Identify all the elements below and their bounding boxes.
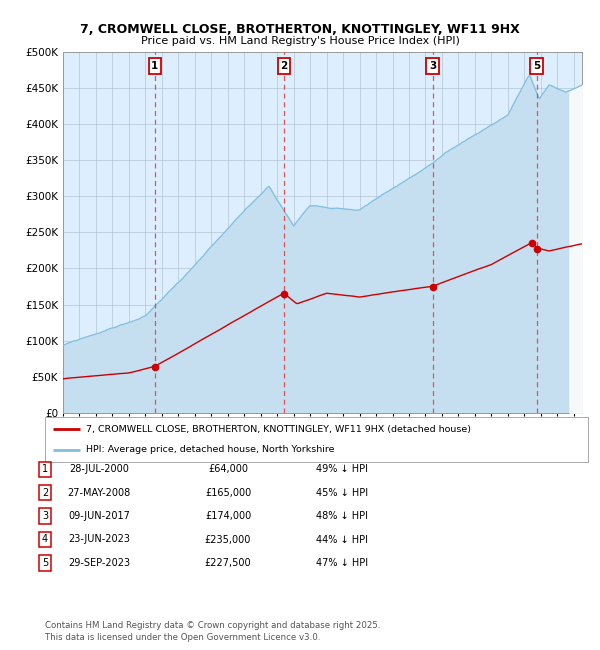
Text: 23-JUN-2023: 23-JUN-2023 bbox=[68, 534, 130, 545]
Text: HPI: Average price, detached house, North Yorkshire: HPI: Average price, detached house, Nort… bbox=[86, 445, 334, 454]
Text: 7, CROMWELL CLOSE, BROTHERTON, KNOTTINGLEY, WF11 9HX: 7, CROMWELL CLOSE, BROTHERTON, KNOTTINGL… bbox=[80, 23, 520, 36]
Text: 1: 1 bbox=[42, 464, 48, 474]
Text: 27-MAY-2008: 27-MAY-2008 bbox=[67, 488, 131, 498]
Text: 47% ↓ HPI: 47% ↓ HPI bbox=[316, 558, 368, 568]
Text: 2: 2 bbox=[42, 488, 48, 498]
Text: £174,000: £174,000 bbox=[205, 511, 251, 521]
Text: 5: 5 bbox=[42, 558, 48, 568]
Text: 49% ↓ HPI: 49% ↓ HPI bbox=[316, 464, 368, 474]
Text: Contains HM Land Registry data © Crown copyright and database right 2025.
This d: Contains HM Land Registry data © Crown c… bbox=[45, 621, 380, 642]
Text: £64,000: £64,000 bbox=[208, 464, 248, 474]
Text: 7, CROMWELL CLOSE, BROTHERTON, KNOTTINGLEY, WF11 9HX (detached house): 7, CROMWELL CLOSE, BROTHERTON, KNOTTINGL… bbox=[86, 424, 471, 434]
Text: £227,500: £227,500 bbox=[205, 558, 251, 568]
Text: 48% ↓ HPI: 48% ↓ HPI bbox=[316, 511, 368, 521]
Text: 3: 3 bbox=[429, 61, 436, 71]
Text: 29-SEP-2023: 29-SEP-2023 bbox=[68, 558, 130, 568]
Text: Price paid vs. HM Land Registry's House Price Index (HPI): Price paid vs. HM Land Registry's House … bbox=[140, 36, 460, 46]
Text: 4: 4 bbox=[42, 534, 48, 545]
Text: £165,000: £165,000 bbox=[205, 488, 251, 498]
Text: 09-JUN-2017: 09-JUN-2017 bbox=[68, 511, 130, 521]
Text: 2: 2 bbox=[280, 61, 287, 71]
Text: 1: 1 bbox=[151, 61, 158, 71]
Text: 5: 5 bbox=[533, 61, 541, 71]
Text: £235,000: £235,000 bbox=[205, 534, 251, 545]
Text: 45% ↓ HPI: 45% ↓ HPI bbox=[316, 488, 368, 498]
Text: 28-JUL-2000: 28-JUL-2000 bbox=[69, 464, 129, 474]
Text: 3: 3 bbox=[42, 511, 48, 521]
Text: 44% ↓ HPI: 44% ↓ HPI bbox=[316, 534, 368, 545]
